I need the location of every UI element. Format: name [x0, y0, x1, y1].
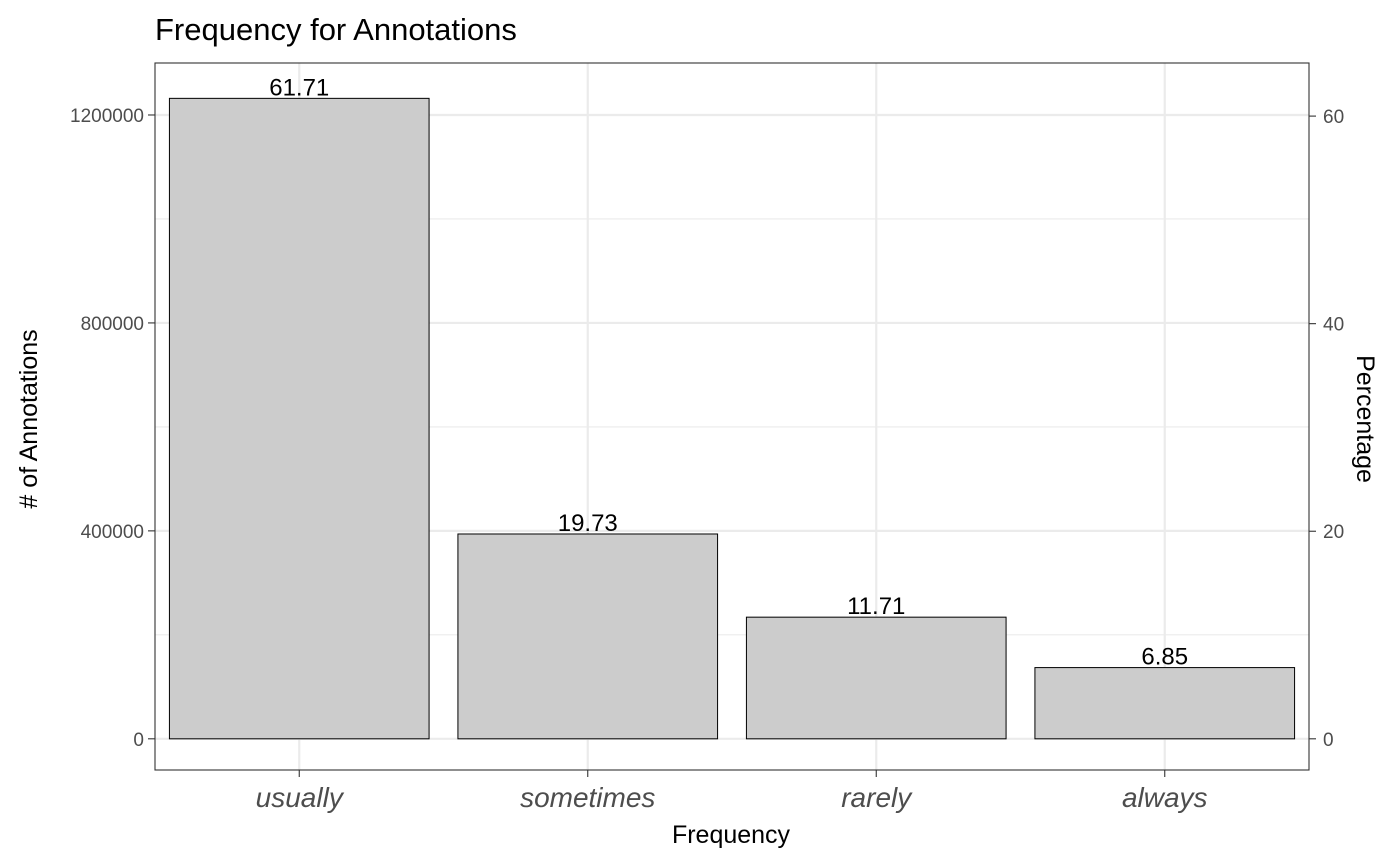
bar-usually: [168, 97, 430, 740]
x-tick-label-usually: usually: [256, 782, 345, 813]
x-tick-label-always: always: [1122, 782, 1208, 813]
y-tick-label-right: 60: [1323, 107, 1344, 128]
chart-title: Frequency for Annotations: [155, 12, 517, 47]
y-tick-label-left: 1200000: [70, 106, 144, 127]
bar-rarely: [745, 616, 1007, 740]
y-axis-right-ticks: 0 20 40 60: [1309, 107, 1344, 751]
x-axis-ticks: usually sometimes rarely always: [256, 770, 1208, 813]
data-label-rarely: 11.71: [847, 593, 905, 620]
bars: [168, 97, 1296, 740]
y-axis-title-left: # of Annotations: [15, 329, 43, 508]
data-label-usually: 61.71: [269, 74, 329, 101]
y-axis-left-ticks: 0 400000 800000 1200000: [70, 106, 155, 751]
data-label-sometimes: 19.73: [558, 510, 618, 537]
x-tick-label-rarely: rarely: [841, 782, 913, 813]
bar-always: [1034, 667, 1296, 740]
y-tick-label-right: 0: [1323, 730, 1334, 751]
y-tick-label-right: 40: [1323, 315, 1344, 336]
y-tick-label-right: 20: [1323, 522, 1344, 543]
bar-sometimes: [457, 533, 719, 740]
y-axis-title-right: Percentage: [1351, 355, 1379, 483]
y-tick-label-left: 0: [133, 730, 144, 751]
x-tick-label-sometimes: sometimes: [520, 782, 655, 813]
panel-border: [154, 62, 1310, 771]
y-tick-label-left: 400000: [81, 522, 144, 543]
data-label-always: 6.85: [1141, 644, 1188, 671]
y-tick-label-left: 800000: [81, 314, 144, 335]
x-axis-title: Frequency: [672, 821, 791, 849]
bar-value-labels: 61.71 19.73 11.71 6.85: [269, 74, 1188, 670]
